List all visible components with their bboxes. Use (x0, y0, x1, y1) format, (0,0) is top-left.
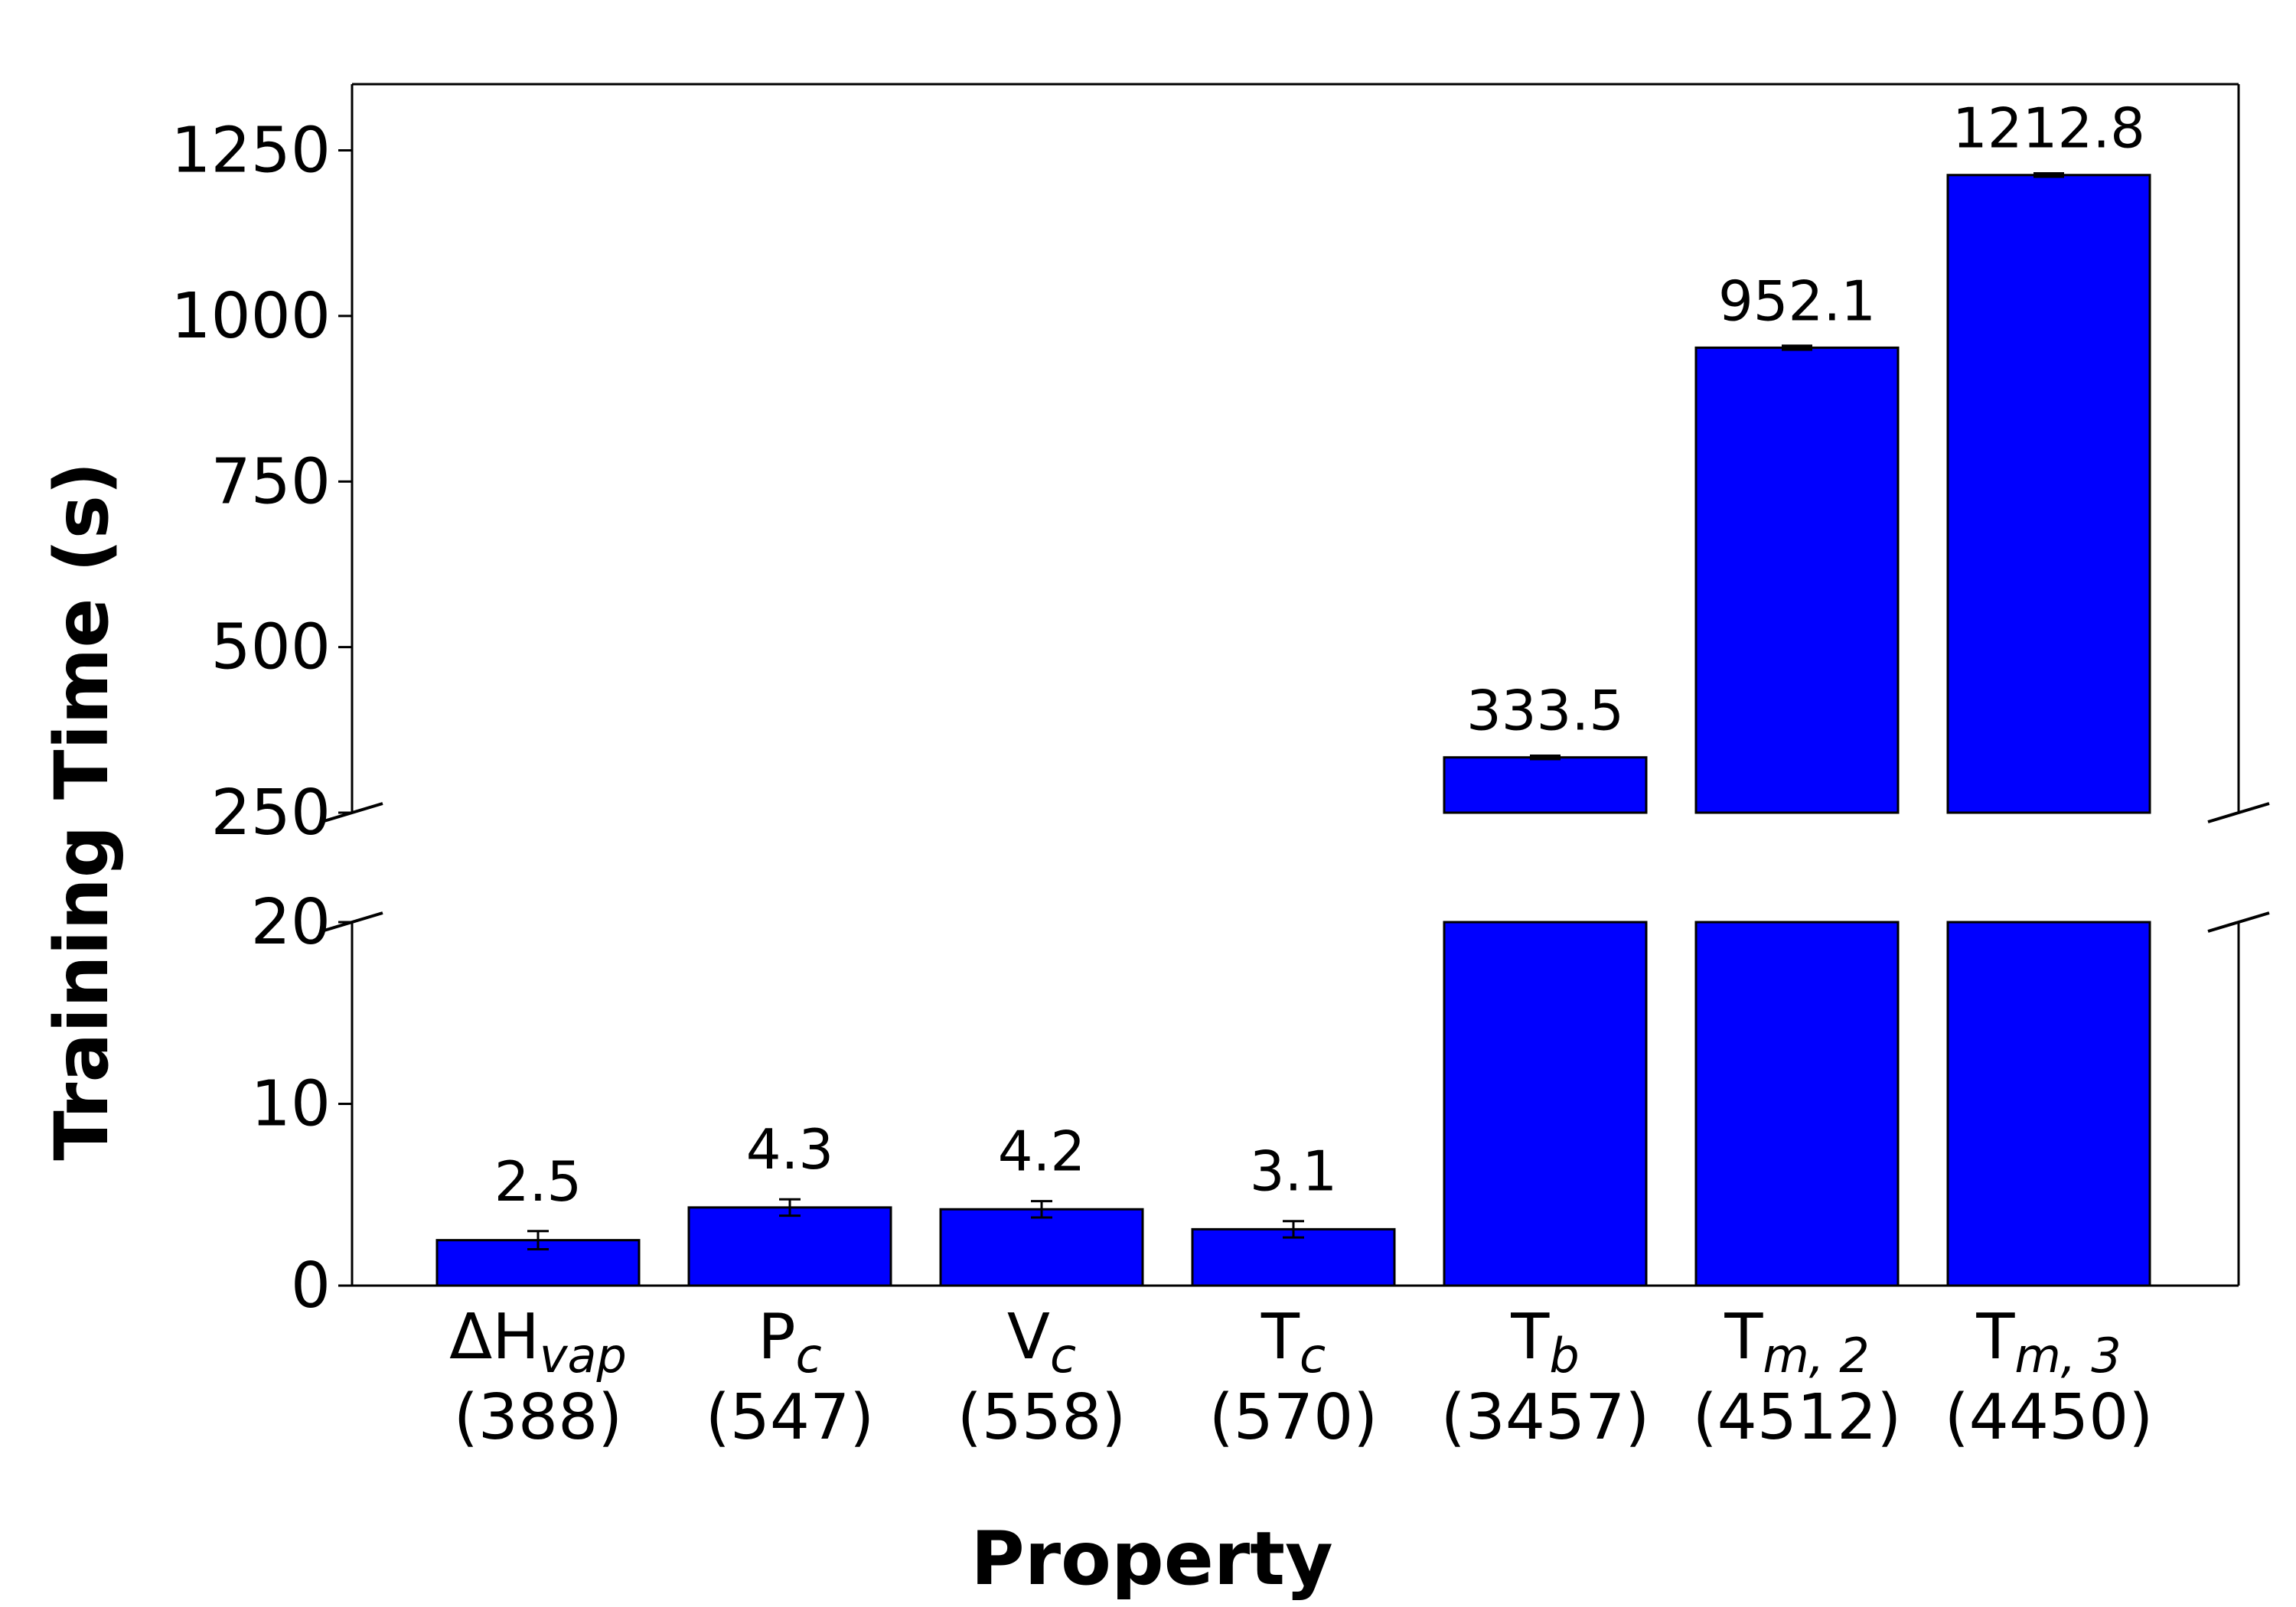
x-tick-label: Tm, 3 (1975, 1301, 2121, 1384)
value-label: 2.5 (494, 1149, 582, 1214)
x-tick-count: (4450) (1945, 1381, 2154, 1454)
bar (687, 1206, 892, 1287)
bar (1946, 174, 2151, 814)
category-symbol: P (758, 1301, 795, 1374)
category-symbol: T (1261, 1301, 1300, 1374)
bar-lower-segment (1694, 921, 1900, 1287)
category-symbol: V (1007, 1301, 1050, 1374)
x-tick-count: (388) (454, 1381, 623, 1454)
bar (939, 1208, 1144, 1287)
category-subscript: c (1300, 1328, 1326, 1384)
bar-lower-segment (1946, 921, 2151, 1287)
y-tick-label: 250 (210, 777, 331, 849)
value-label: 952.1 (1718, 269, 1876, 333)
x-tick-label: Tc (1261, 1301, 1326, 1384)
y-tick-label: 20 (251, 886, 331, 959)
y-tick-label: 0 (291, 1250, 331, 1322)
y-tick-label: 1000 (171, 280, 331, 353)
axis-break-mark (2207, 802, 2270, 823)
category-symbol: T (1510, 1301, 1550, 1374)
category-symbol: ΔH (449, 1301, 540, 1374)
category-subscript: vap (540, 1328, 627, 1384)
x-axis-title: Property (970, 1516, 1332, 1602)
y-tick-label: 750 (210, 445, 331, 518)
x-tick-label: Pc (758, 1301, 822, 1384)
value-label: 4.2 (998, 1120, 1086, 1184)
category-symbol: T (1724, 1301, 1763, 1374)
y-tick-label: 10 (251, 1068, 331, 1141)
bar (1191, 1227, 1396, 1287)
x-tick-label: Vc (1007, 1301, 1076, 1384)
x-tick-count: (547) (706, 1381, 875, 1454)
value-label: 1212.8 (1952, 96, 2145, 161)
value-label: 333.5 (1466, 679, 1624, 743)
x-tick-label: Tb (1510, 1301, 1579, 1384)
category-subscript: c (1050, 1328, 1076, 1384)
value-label: 4.3 (746, 1117, 834, 1182)
x-tick-count: (4512) (1693, 1381, 1902, 1454)
bars (435, 172, 2151, 1287)
category-subscript: c (796, 1328, 822, 1384)
x-tick-count: (3457) (1441, 1381, 1650, 1454)
category-subscript: b (1549, 1328, 1579, 1384)
x-tick-count: (558) (957, 1381, 1127, 1454)
x-tick-label: Tm, 2 (1724, 1301, 1869, 1384)
y-tick-label: 1250 (171, 115, 331, 187)
category-subscript: m, 3 (2014, 1328, 2121, 1384)
y-tick-label: 500 (210, 611, 331, 684)
x-tick-count: (570) (1209, 1381, 1378, 1454)
category-subscript: m, 2 (1763, 1328, 1869, 1384)
bar (1443, 756, 1648, 814)
upper-panel: 250 500 750 1000 1250 (171, 83, 2270, 933)
category-symbol: T (1975, 1301, 2015, 1374)
bar-lower-segment (1443, 921, 1648, 1287)
x-tick-label: ΔHvap (449, 1301, 627, 1384)
bar (1694, 346, 1900, 814)
y-axis-title: Training Time (s) (39, 461, 125, 1161)
value-label: 3.1 (1250, 1139, 1338, 1204)
labels: 2.5ΔHvap(388)4.3Pc(547)4.2Vc(558)3.1Tc(5… (449, 96, 2153, 1454)
